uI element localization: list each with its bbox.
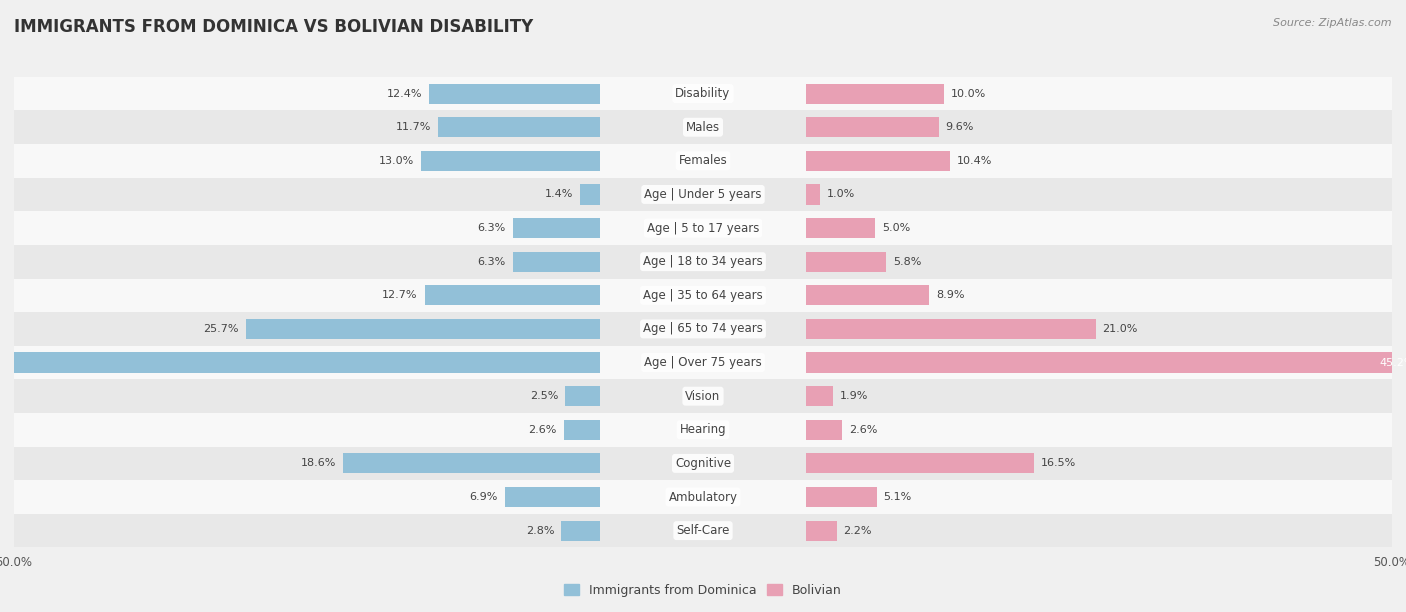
- Bar: [0, 353, 599, 373]
- Text: 12.4%: 12.4%: [387, 89, 422, 99]
- Text: Males: Males: [686, 121, 720, 134]
- Text: Self-Care: Self-Care: [676, 524, 730, 537]
- Text: Cognitive: Cognitive: [675, 457, 731, 470]
- Bar: [807, 521, 837, 541]
- Bar: [14, 144, 1392, 177]
- Text: Vision: Vision: [685, 390, 721, 403]
- Text: 2.8%: 2.8%: [526, 526, 554, 536]
- Text: Females: Females: [679, 154, 727, 167]
- Bar: [14, 379, 1392, 413]
- Text: 1.4%: 1.4%: [546, 190, 574, 200]
- Bar: [14, 480, 1392, 514]
- Text: 2.6%: 2.6%: [529, 425, 557, 435]
- Text: 16.5%: 16.5%: [1040, 458, 1076, 468]
- Text: Disability: Disability: [675, 87, 731, 100]
- Bar: [807, 386, 832, 406]
- Bar: [564, 420, 599, 440]
- Text: Age | 5 to 17 years: Age | 5 to 17 years: [647, 222, 759, 234]
- Text: Age | 18 to 34 years: Age | 18 to 34 years: [643, 255, 763, 268]
- Bar: [513, 218, 599, 238]
- Text: Age | 35 to 64 years: Age | 35 to 64 years: [643, 289, 763, 302]
- Bar: [505, 487, 599, 507]
- Bar: [807, 151, 949, 171]
- Bar: [429, 83, 599, 103]
- Text: 8.9%: 8.9%: [936, 290, 965, 300]
- Bar: [807, 252, 886, 272]
- Text: 6.9%: 6.9%: [470, 492, 498, 502]
- Bar: [14, 211, 1392, 245]
- Bar: [246, 319, 599, 339]
- Text: 5.8%: 5.8%: [893, 256, 921, 267]
- Text: 2.6%: 2.6%: [849, 425, 877, 435]
- Text: IMMIGRANTS FROM DOMINICA VS BOLIVIAN DISABILITY: IMMIGRANTS FROM DOMINICA VS BOLIVIAN DIS…: [14, 18, 533, 36]
- Text: 5.0%: 5.0%: [882, 223, 910, 233]
- Bar: [581, 184, 599, 204]
- Text: 12.7%: 12.7%: [382, 290, 418, 300]
- Text: 45.2%: 45.2%: [1379, 357, 1406, 368]
- Bar: [14, 346, 1392, 379]
- Bar: [14, 110, 1392, 144]
- Text: 2.5%: 2.5%: [530, 391, 558, 401]
- Text: 1.9%: 1.9%: [839, 391, 868, 401]
- Bar: [14, 245, 1392, 278]
- Bar: [807, 117, 939, 137]
- Bar: [14, 177, 1392, 211]
- Bar: [807, 184, 820, 204]
- Text: 11.7%: 11.7%: [396, 122, 432, 132]
- Bar: [425, 285, 599, 305]
- Text: 13.0%: 13.0%: [378, 156, 413, 166]
- Bar: [807, 319, 1095, 339]
- Text: Age | Over 75 years: Age | Over 75 years: [644, 356, 762, 369]
- Text: 2.2%: 2.2%: [844, 526, 872, 536]
- Text: 9.6%: 9.6%: [945, 122, 974, 132]
- Bar: [439, 117, 599, 137]
- Bar: [420, 151, 599, 171]
- Bar: [14, 413, 1392, 447]
- Text: 10.0%: 10.0%: [950, 89, 986, 99]
- Bar: [14, 312, 1392, 346]
- Text: Source: ZipAtlas.com: Source: ZipAtlas.com: [1274, 18, 1392, 28]
- Bar: [807, 285, 929, 305]
- Bar: [343, 453, 599, 474]
- Text: 6.3%: 6.3%: [478, 256, 506, 267]
- Text: Ambulatory: Ambulatory: [668, 490, 738, 504]
- Bar: [14, 76, 1392, 110]
- Legend: Immigrants from Dominica, Bolivian: Immigrants from Dominica, Bolivian: [560, 579, 846, 602]
- Bar: [561, 521, 599, 541]
- Bar: [807, 353, 1406, 373]
- Text: 25.7%: 25.7%: [202, 324, 239, 334]
- Text: 5.1%: 5.1%: [883, 492, 911, 502]
- Bar: [513, 252, 599, 272]
- Bar: [807, 83, 945, 103]
- Text: Hearing: Hearing: [679, 424, 727, 436]
- Bar: [807, 487, 876, 507]
- Bar: [807, 453, 1033, 474]
- Bar: [807, 420, 842, 440]
- Text: 1.0%: 1.0%: [827, 190, 855, 200]
- Text: 10.4%: 10.4%: [956, 156, 991, 166]
- Text: 21.0%: 21.0%: [1102, 324, 1137, 334]
- Text: 6.3%: 6.3%: [478, 223, 506, 233]
- Text: Age | 65 to 74 years: Age | 65 to 74 years: [643, 323, 763, 335]
- Bar: [14, 514, 1392, 548]
- Text: Age | Under 5 years: Age | Under 5 years: [644, 188, 762, 201]
- Bar: [14, 447, 1392, 480]
- Bar: [565, 386, 599, 406]
- Text: 18.6%: 18.6%: [301, 458, 336, 468]
- Bar: [807, 218, 875, 238]
- Bar: [14, 278, 1392, 312]
